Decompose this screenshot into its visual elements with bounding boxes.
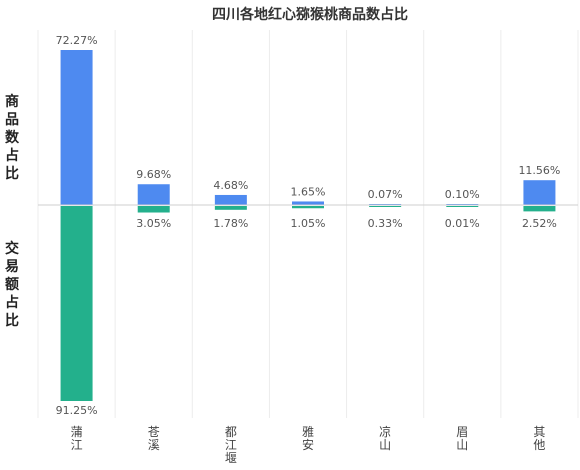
upper-axis-label-char: 品	[5, 112, 19, 128]
category-label-0: 江	[71, 438, 83, 452]
category-label-5: 眉	[456, 425, 468, 439]
category-label-2: 堰	[225, 451, 237, 465]
category-label-3: 雅	[302, 424, 314, 439]
value-label-lower-0: 91.25%	[56, 404, 98, 417]
value-label-lower-4: 0.33%	[368, 217, 403, 230]
value-label-upper-2: 4.68%	[213, 179, 248, 192]
category-label-1: 溪	[148, 438, 160, 452]
bar-upper-0	[60, 50, 93, 205]
value-label-lower-6: 2.52%	[522, 217, 557, 230]
bar-upper-3	[292, 201, 324, 205]
lower-axis-label-char: 比	[5, 312, 19, 329]
bar-lower-0	[60, 206, 93, 401]
value-label-lower-5: 0.01%	[445, 217, 480, 230]
category-label-6: 其	[533, 425, 545, 439]
category-label-0: 蒲	[71, 425, 83, 439]
bar-upper-2	[214, 194, 247, 205]
value-label-upper-0: 72.27%	[56, 34, 98, 47]
bar-upper-1	[137, 184, 170, 205]
lower-axis-label-char: 额	[5, 276, 19, 293]
lower-axis-label-char: 占	[5, 294, 19, 311]
bar-lower-5	[446, 206, 479, 207]
bar-upper-6	[523, 180, 556, 205]
category-label-1: 苍	[148, 425, 160, 439]
upper-axis-label: 商品数占比	[5, 93, 20, 182]
value-labels: 72.27% 91.25% 9.68% 3.05% 4.68% 1.78% 1.65% 1.0…	[56, 34, 561, 417]
category-label-4: 凉	[379, 424, 391, 439]
bar-lower-1	[137, 206, 170, 213]
chart-title: 四川各地红心猕猴桃商品数占比	[212, 6, 408, 23]
category-label-2: 江	[225, 438, 237, 452]
bar-lower-2	[214, 206, 247, 210]
value-label-upper-5: 0.10%	[445, 188, 480, 201]
grid-lines	[37, 30, 579, 418]
value-label-lower-2: 1.78%	[213, 217, 248, 230]
bar-lower-3	[292, 206, 324, 209]
category-label-2: 都	[225, 425, 237, 439]
value-label-upper-4: 0.07%	[368, 188, 403, 201]
bars	[60, 50, 556, 401]
upper-axis-label-char: 占	[5, 147, 19, 164]
value-label-lower-1: 3.05%	[136, 217, 171, 230]
upper-axis-label-char: 比	[5, 165, 19, 182]
value-label-upper-1: 9.68%	[136, 168, 171, 181]
category-label-5: 山	[456, 438, 468, 452]
lower-axis-label-char: 易	[5, 259, 19, 275]
category-label-6: 他	[533, 438, 545, 452]
lower-axis-label-char: 交	[5, 240, 19, 257]
bar-lower-6	[523, 206, 556, 212]
value-label-upper-3: 1.65%	[291, 185, 326, 198]
upper-axis-label-char: 数	[5, 129, 20, 146]
upper-axis-label-char: 商	[5, 93, 19, 110]
category-label-3: 安	[302, 437, 314, 452]
value-label-lower-3: 1.05%	[291, 217, 326, 230]
value-label-upper-6: 11.56%	[518, 164, 560, 177]
bar-lower-4	[369, 206, 402, 207]
category-label-4: 山	[379, 438, 391, 452]
